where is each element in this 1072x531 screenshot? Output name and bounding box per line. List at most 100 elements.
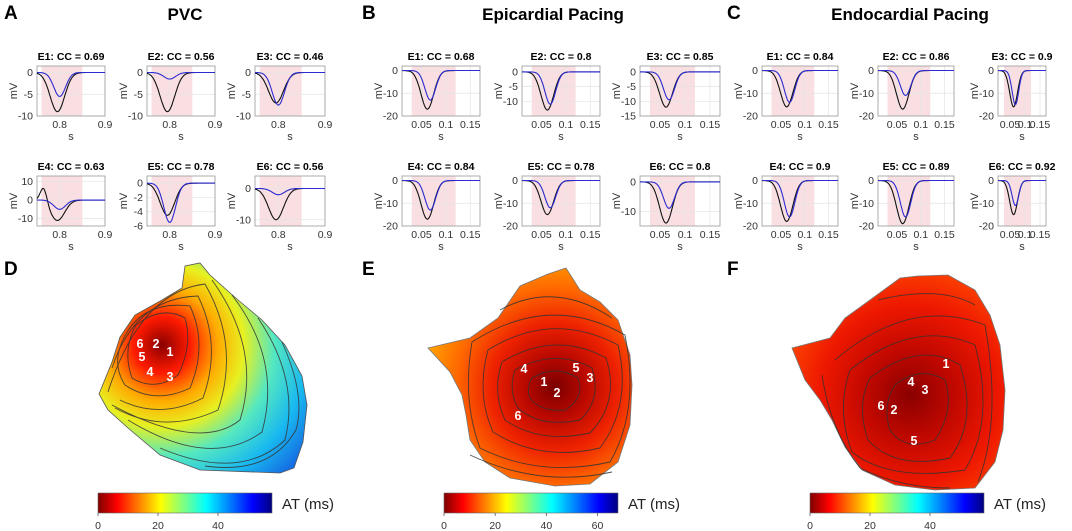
x-tick-label: 0.1 bbox=[1018, 119, 1033, 131]
x-tick-label: 0.1 bbox=[559, 119, 574, 131]
y-tick-label: -5 bbox=[627, 81, 636, 93]
x-tick-label: 0.15 bbox=[580, 119, 601, 131]
subplot-b-e4: E4: CC = 0.84 0 -10 -20 0.05 0.1 0.15 s mV bbox=[373, 161, 481, 253]
subplot-a-e6: E6: CC = 0.56 0 -10 0.8 0.9 s mV bbox=[226, 161, 332, 253]
electrode-1-f: 1 bbox=[943, 357, 950, 371]
trace-simulated bbox=[254, 71, 325, 106]
y-tick-label: -10 bbox=[743, 198, 758, 210]
x-axis-label: s bbox=[178, 241, 184, 253]
axes-frame bbox=[639, 175, 721, 227]
x-tick-label: 0.05 bbox=[531, 229, 552, 241]
map-shape-e bbox=[427, 267, 633, 487]
y-tick-label: -20 bbox=[743, 221, 758, 233]
subplot-a-e3: E3: CC = 0.46 0 -5 -10 0.8 0.9 s mV bbox=[226, 51, 332, 143]
y-tick-label: -20 bbox=[979, 221, 994, 233]
x-axis-label: s bbox=[438, 241, 444, 253]
y-tick-label: -15 bbox=[621, 111, 636, 123]
electrode-4-f: 4 bbox=[908, 375, 915, 389]
y-axis-label: mV bbox=[849, 192, 861, 209]
x-axis-label: s bbox=[68, 131, 74, 143]
subplot-title: E2: CC = 0.8 bbox=[531, 51, 592, 63]
axes-frame bbox=[877, 65, 955, 117]
y-tick-label: 0 bbox=[137, 178, 143, 190]
x-tick-label: 0.1 bbox=[678, 119, 693, 131]
window-shade bbox=[650, 66, 695, 116]
x-axis-label: s bbox=[677, 131, 683, 143]
contour-lines-e bbox=[467, 296, 631, 478]
panel-title-b: Epicardial Pacing bbox=[482, 5, 624, 24]
y-tick-label: -20 bbox=[859, 221, 874, 233]
colorbar-e: AT (ms) 0 20 40 60 bbox=[441, 492, 680, 531]
y-tick-label: -10 bbox=[236, 111, 251, 123]
colorbar-tick-label: 60 bbox=[592, 520, 604, 531]
y-tick-label: -10 bbox=[979, 198, 994, 210]
y-axis-label: mV bbox=[226, 82, 238, 99]
colorbar-label-d: AT (ms) bbox=[282, 496, 334, 513]
x-axis-label: s bbox=[287, 241, 293, 253]
trace-simulated bbox=[640, 71, 720, 101]
axes-frame bbox=[639, 65, 721, 117]
y-axis-label: mV bbox=[373, 192, 385, 209]
y-tick-label: 0 bbox=[512, 175, 518, 187]
y-tick-label: 0 bbox=[245, 67, 251, 79]
y-tick-label: -5 bbox=[509, 81, 518, 93]
subplot-title: E3: CC = 0.46 bbox=[257, 51, 324, 63]
x-tick-label: 0.05 bbox=[887, 229, 908, 241]
y-tick-label: -10 bbox=[383, 198, 398, 210]
subplot-title: E6: CC = 0.8 bbox=[650, 161, 711, 173]
subplot-title: E2: CC = 0.56 bbox=[148, 51, 215, 63]
y-tick-label: 0 bbox=[27, 195, 33, 207]
y-tick-label: 0 bbox=[245, 183, 251, 195]
x-tick-label: 0.8 bbox=[271, 119, 286, 131]
x-tick-label: 0.05 bbox=[771, 229, 792, 241]
subplot-title: E1: CC = 0.69 bbox=[38, 51, 105, 63]
colorbar-tick-label: 0 bbox=[95, 520, 101, 531]
y-axis-label: mV bbox=[733, 82, 745, 99]
subplot-c-e1: E1: CC = 0.84 0 -10 -20 0.05 0.1 0.15 s mV bbox=[733, 51, 839, 143]
y-axis-label: mV bbox=[118, 82, 130, 99]
x-tick-label: 0.1 bbox=[439, 229, 454, 241]
electrode-2-d: 2 bbox=[153, 337, 160, 351]
x-tick-label: 0.8 bbox=[52, 119, 67, 131]
x-tick-label: 0.1 bbox=[913, 119, 928, 131]
x-tick-label: 0.15 bbox=[460, 229, 481, 241]
window-shade bbox=[259, 176, 302, 226]
x-axis-label: s bbox=[1019, 131, 1025, 143]
electrode-2-e: 2 bbox=[554, 386, 561, 400]
panel-letter-f: F bbox=[727, 259, 739, 280]
trace-simulated bbox=[37, 199, 105, 210]
axes-frame bbox=[254, 175, 326, 227]
y-tick-label: 0 bbox=[988, 175, 994, 187]
subplot-b-e3: E3: CC = 0.85 0 -5 -10 -15 0.05 0.1 0.15 s mV bbox=[611, 51, 721, 143]
trace-simulated bbox=[878, 179, 954, 218]
electrode-3-d: 3 bbox=[167, 370, 174, 384]
x-tick-label: 0.9 bbox=[208, 229, 223, 241]
y-tick-label: -10 bbox=[383, 88, 398, 100]
subplot-b-e2: E2: CC = 0.8 0 -5 -10 0.05 0.1 0.15 s mV bbox=[493, 51, 601, 143]
x-axis-label: s bbox=[797, 241, 803, 253]
subplot-title: E1: CC = 0.68 bbox=[408, 51, 475, 63]
y-axis-label: mV bbox=[118, 192, 130, 209]
colorbar-f: AT (ms) 0 20 40 bbox=[807, 492, 1046, 531]
y-axis-label: mV bbox=[611, 82, 623, 99]
electrode-6-f: 6 bbox=[878, 399, 885, 413]
x-axis-label: s bbox=[178, 131, 184, 143]
electrode-3-f: 3 bbox=[922, 383, 929, 397]
y-tick-label: -5 bbox=[134, 89, 143, 101]
y-axis-label: mV bbox=[493, 82, 505, 99]
x-tick-label: 0.05 bbox=[1000, 119, 1021, 131]
axes-frame bbox=[36, 65, 106, 117]
electrode-6-e: 6 bbox=[515, 409, 522, 423]
x-tick-label: 0.15 bbox=[700, 229, 721, 241]
subplot-title: E4: CC = 0.63 bbox=[38, 161, 105, 173]
map-shape-d bbox=[98, 262, 308, 474]
x-tick-label: 0.9 bbox=[98, 119, 113, 131]
panel-letter-d: D bbox=[4, 259, 18, 280]
y-tick-label: -10 bbox=[128, 111, 143, 123]
y-tick-label: 0 bbox=[868, 175, 874, 187]
subplot-a-e2: E2: CC = 0.56 0 -5 -10 0.8 0.9 s mV bbox=[118, 51, 222, 143]
subplot-title: E6: CC = 0.56 bbox=[257, 161, 324, 173]
y-tick-label: -10 bbox=[979, 88, 994, 100]
x-tick-label: 0.05 bbox=[531, 119, 552, 131]
